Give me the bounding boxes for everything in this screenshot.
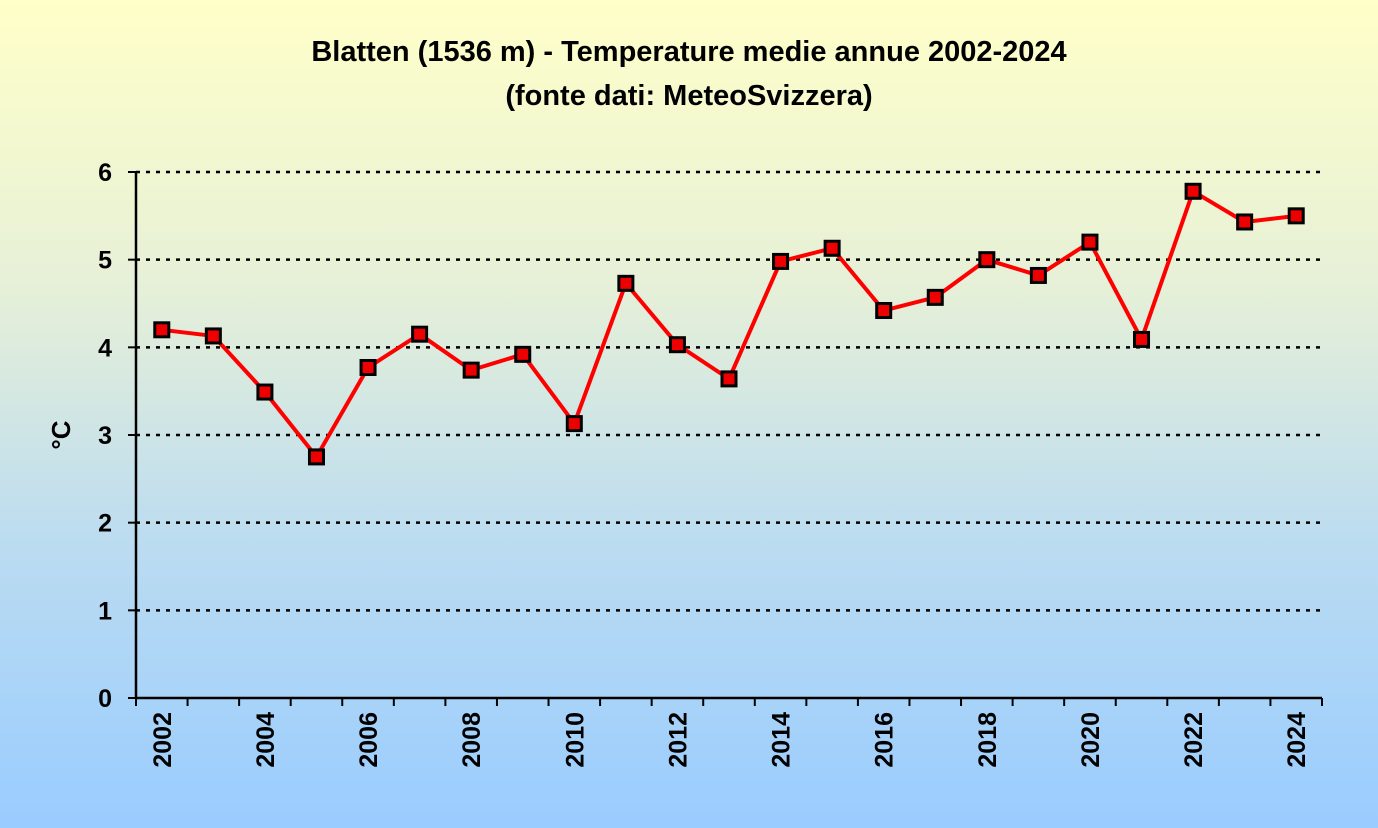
y-axis-label: °C	[46, 420, 76, 449]
x-tick-label: 2014	[768, 712, 796, 768]
y-tick-label: 4	[98, 334, 112, 362]
data-point-marker	[1029, 266, 1047, 284]
data-point-marker	[411, 325, 429, 343]
y-tick-label: 1	[98, 597, 112, 625]
x-tick-label: 2004	[252, 712, 280, 768]
data-point-marker	[668, 336, 686, 354]
data-point-marker	[153, 321, 171, 339]
data-point-marker	[1184, 182, 1202, 200]
data-point-marker	[978, 251, 996, 269]
chart-title: Blatten (1536 m) - Temperature medie ann…	[311, 36, 1067, 68]
data-point-marker	[307, 448, 325, 466]
y-tick-label: 5	[98, 247, 112, 275]
series-markers	[153, 182, 1305, 466]
data-point-marker	[462, 361, 480, 379]
y-tick-label: 0	[98, 685, 112, 713]
data-point-marker	[1133, 330, 1151, 348]
data-point-marker	[1287, 207, 1305, 225]
data-point-marker	[926, 288, 944, 306]
series-line	[161, 189, 1297, 459]
data-point-marker	[617, 274, 635, 292]
data-point-marker	[359, 358, 377, 376]
data-point-marker	[204, 327, 222, 345]
x-tick-label: 2010	[561, 712, 589, 768]
data-point-marker	[1236, 213, 1254, 231]
x-tick-label: 2002	[149, 712, 177, 768]
data-point-marker	[823, 239, 841, 257]
data-point-marker	[720, 370, 738, 388]
chart-subtitle: (fonte dati: MeteoSvizzera)	[505, 80, 873, 112]
grid-lines	[136, 170, 1322, 612]
data-point-marker	[256, 383, 274, 401]
data-point-marker	[875, 302, 893, 320]
series-temperature	[161, 189, 1297, 459]
x-tick-label: 2012	[664, 712, 692, 768]
x-tick-label: 2006	[355, 712, 383, 768]
x-tick-label: 2008	[458, 712, 486, 768]
x-tick-label: 2016	[871, 712, 899, 768]
y-tick-label: 2	[98, 510, 112, 538]
x-tick-label: 2018	[974, 712, 1002, 768]
y-tick-label: 3	[98, 422, 112, 450]
data-point-marker	[514, 345, 532, 363]
x-tick-label: 2020	[1077, 712, 1105, 768]
data-point-marker	[565, 415, 583, 433]
axis-ticks: 0 1 2 3 4 5 6 2002 2004 2006 2008 2010 2012 2014 2016 2…	[98, 159, 1323, 768]
x-tick-label: 2024	[1283, 712, 1311, 768]
x-tick-label: 2022	[1180, 712, 1208, 768]
y-tick-label: 6	[98, 159, 112, 187]
data-point-marker	[772, 252, 790, 270]
data-point-marker	[1081, 233, 1099, 251]
